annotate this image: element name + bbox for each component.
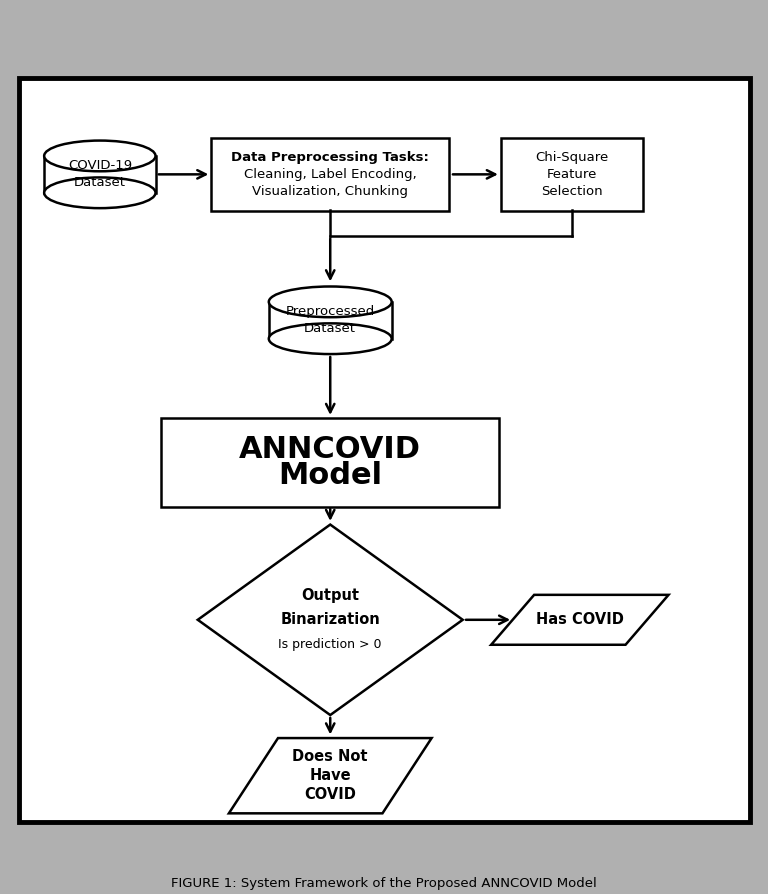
Text: Dataset: Dataset [74, 176, 126, 190]
Text: Dataset: Dataset [304, 322, 356, 335]
FancyBboxPatch shape [161, 418, 499, 507]
Text: Binarization: Binarization [280, 612, 380, 628]
Ellipse shape [269, 324, 392, 354]
Ellipse shape [269, 286, 392, 317]
Polygon shape [492, 595, 668, 645]
Polygon shape [197, 525, 462, 715]
Ellipse shape [45, 140, 155, 172]
Text: Visualization, Chunking: Visualization, Chunking [252, 185, 409, 198]
Text: Model: Model [278, 461, 382, 490]
FancyBboxPatch shape [19, 79, 750, 822]
Text: Cleaning, Label Encoding,: Cleaning, Label Encoding, [244, 168, 416, 181]
Polygon shape [229, 738, 432, 814]
Ellipse shape [45, 177, 155, 208]
Bar [45, 156, 156, 193]
Text: Data Preprocessing Tasks:: Data Preprocessing Tasks: [231, 151, 429, 164]
FancyBboxPatch shape [211, 138, 449, 211]
Text: Selection: Selection [541, 185, 603, 198]
Text: FIGURE 1: System Framework of the Proposed ANNCOVID Model: FIGURE 1: System Framework of the Propos… [171, 877, 597, 890]
Text: Does Not: Does Not [293, 749, 368, 764]
FancyBboxPatch shape [501, 138, 643, 211]
Text: Have: Have [310, 768, 351, 783]
Text: COVID: COVID [304, 788, 356, 803]
Text: Chi-Square: Chi-Square [535, 151, 609, 164]
Text: Has COVID: Has COVID [536, 612, 624, 628]
Bar [269, 302, 392, 339]
Text: Preprocessed: Preprocessed [286, 306, 375, 318]
Text: Feature: Feature [547, 168, 598, 181]
Text: ANNCOVID: ANNCOVID [240, 434, 421, 464]
Text: Output: Output [301, 587, 359, 603]
Text: Is prediction > 0: Is prediction > 0 [279, 638, 382, 651]
Text: COVID-19: COVID-19 [68, 159, 132, 173]
